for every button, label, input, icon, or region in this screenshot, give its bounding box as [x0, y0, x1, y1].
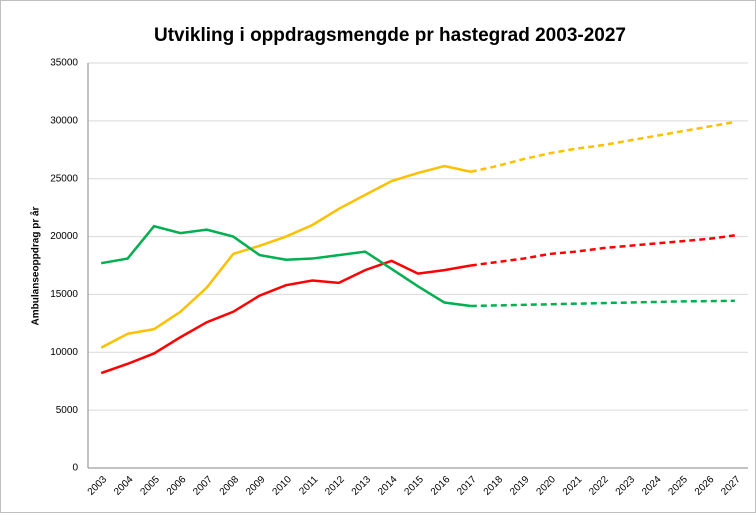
- chart-title: Utvikling i oppdragsmengde pr hastegrad …: [154, 25, 626, 46]
- y-tick-label: 5000: [56, 405, 79, 416]
- y-tick-label: 10000: [50, 347, 78, 358]
- y-tick-label: 30000: [50, 115, 78, 126]
- y-tick-label: 25000: [50, 173, 78, 184]
- series-line: [470, 120, 736, 173]
- y-axis-label: Ambulanseoppdrag pr år: [30, 206, 42, 325]
- y-tick-label: 20000: [50, 231, 78, 242]
- y-tick-label: 0: [72, 463, 78, 474]
- y-tick-label: 35000: [50, 58, 78, 69]
- series-line: [470, 234, 735, 267]
- series-line: [470, 299, 735, 308]
- series-line: [100, 224, 471, 308]
- series-line: [100, 259, 472, 375]
- series-line: [100, 164, 472, 349]
- y-tick-label: 15000: [50, 289, 78, 300]
